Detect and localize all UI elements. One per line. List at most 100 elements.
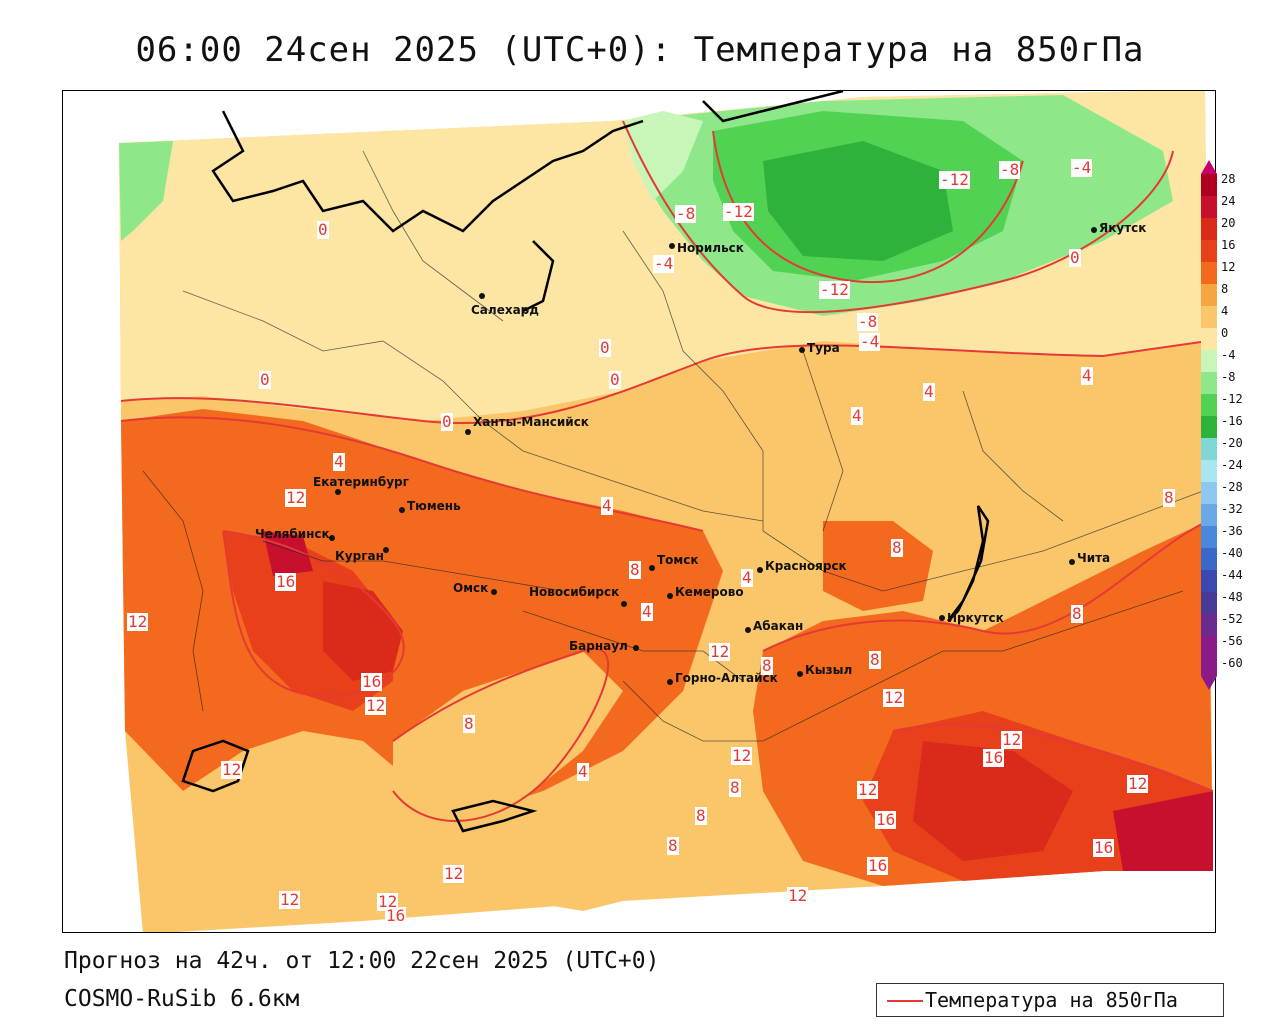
contour-label: 4 [923, 382, 935, 401]
colorbar-tick: 16 [1221, 238, 1236, 252]
city-label-chelyabinsk: Челябинск [255, 527, 330, 541]
colorbar [1201, 160, 1217, 690]
contour-label: 8 [729, 778, 741, 797]
city-label-novosibirsk: Новосибирск [529, 585, 620, 599]
city-marker [757, 567, 763, 573]
map-title: 06:00 24сен 2025 (UTC+0): Температура на… [135, 30, 1145, 70]
city-marker [399, 507, 405, 513]
colorbar-tick: -32 [1221, 502, 1243, 516]
contour-label: 4 [1081, 366, 1093, 385]
contour-label: 8 [463, 714, 475, 733]
city-marker [383, 547, 389, 553]
contour-label: 0 [609, 370, 621, 389]
city-label-salekhard: Салехард [471, 303, 539, 317]
contour-label: -4 [859, 332, 881, 351]
colorbar-tick: 0 [1221, 326, 1229, 340]
city-marker [667, 679, 673, 685]
city-label-krasnoyarsk: Красноярск [765, 559, 847, 573]
contour-label: 12 [787, 886, 809, 905]
city-label-irkutsk: Иркутск [947, 611, 1004, 625]
city-label-kurgan: Курган [335, 549, 384, 563]
city-label-tura: Тура [807, 341, 840, 355]
city-marker [335, 489, 341, 495]
contour-label: 12 [279, 890, 301, 909]
contour-label: 8 [1163, 488, 1175, 507]
map-area: -12 -8 -4 -8 -12 -4 -12 -8 -4 0 0 0 0 0 … [62, 90, 1216, 933]
colorbar-tick: -56 [1221, 634, 1243, 648]
city-marker [669, 243, 675, 249]
colorbar-tick: -60 [1221, 656, 1243, 670]
colorbar-tick: -28 [1221, 480, 1243, 494]
city-label-barnaul: Барнаул [569, 639, 628, 653]
contour-label: 12 [1001, 730, 1023, 749]
contour-label: 16 [867, 856, 889, 875]
contour-label: 16 [361, 672, 383, 691]
city-marker [797, 671, 803, 677]
city-marker [479, 293, 485, 299]
contour-label: 12 [377, 892, 399, 911]
city-label-abakan: Абакан [753, 619, 804, 633]
colorbar-tick: 12 [1221, 260, 1236, 274]
contour-label: 8 [667, 836, 679, 855]
city-label-yekaterinburg: Екатеринбург [313, 475, 409, 489]
city-label-norilsk: Норильск [677, 241, 744, 255]
temperature-field [63, 91, 1215, 932]
contour-label: 12 [857, 780, 879, 799]
city-marker [667, 593, 673, 599]
colorbar-tick: -4 [1221, 348, 1236, 362]
contour-label: -8 [675, 204, 697, 223]
contour-label: 8 [869, 650, 881, 669]
city-label-kemerovo: Кемерово [675, 585, 744, 599]
contour-label: -12 [819, 280, 850, 299]
city-marker [1091, 227, 1097, 233]
city-marker [329, 535, 335, 541]
city-marker [745, 627, 751, 633]
contour-label: 8 [1071, 604, 1083, 623]
contour-label: 8 [891, 538, 903, 557]
city-label-tyumen: Тюмень [407, 499, 461, 513]
contour-label: -4 [1071, 158, 1093, 177]
colorbar-tick: -24 [1221, 458, 1243, 472]
contour-label: 16 [875, 810, 897, 829]
colorbar-tick: -12 [1221, 392, 1243, 406]
colorbar-tick: 4 [1221, 304, 1229, 318]
city-marker [621, 601, 627, 607]
contour-label: 12 [127, 612, 149, 631]
contour-label: 0 [1069, 248, 1081, 267]
contour-label: 12 [731, 746, 753, 765]
colorbar-tick: -44 [1221, 568, 1243, 582]
city-marker [491, 589, 497, 595]
contour-label: 8 [629, 560, 641, 579]
contour-label: 8 [761, 656, 773, 675]
contour-label: -8 [999, 160, 1021, 179]
city-marker [465, 429, 471, 435]
contour-label: 16 [275, 572, 297, 591]
contour-label: 4 [641, 602, 653, 621]
contour-label: 16 [385, 906, 407, 925]
contour-label: -12 [723, 202, 754, 221]
colorbar-tick: 8 [1221, 282, 1229, 296]
contour-label: 4 [577, 762, 589, 781]
contour-label: 12 [709, 642, 731, 661]
legend-label: Температура на 850гПа [925, 988, 1178, 1012]
city-marker [633, 645, 639, 651]
colorbar-tick: -40 [1221, 546, 1243, 560]
contour-label: 0 [259, 370, 271, 389]
contour-label: 16 [1093, 838, 1115, 857]
city-label-omsk: Омск [453, 581, 489, 595]
colorbar-tick: 28 [1221, 172, 1236, 186]
contour-label: 4 [601, 496, 613, 515]
contour-label: 12 [221, 760, 243, 779]
legend: Температура на 850гПа [876, 983, 1224, 1017]
contour-label: -4 [653, 254, 675, 273]
city-label-chita: Чита [1077, 551, 1111, 565]
contour-label: 0 [317, 220, 329, 239]
contour-label: -12 [939, 170, 970, 189]
colorbar-tick: -48 [1221, 590, 1243, 604]
colorbar-tick: -20 [1221, 436, 1243, 450]
colorbar-tick: 20 [1221, 216, 1236, 230]
city-marker [649, 565, 655, 571]
city-label-gorno-altaysk: Горно-Алтайск [675, 671, 778, 685]
contour-label: 0 [441, 412, 453, 431]
city-label-khanty-mansiysk: Ханты-Мансийск [473, 415, 589, 429]
